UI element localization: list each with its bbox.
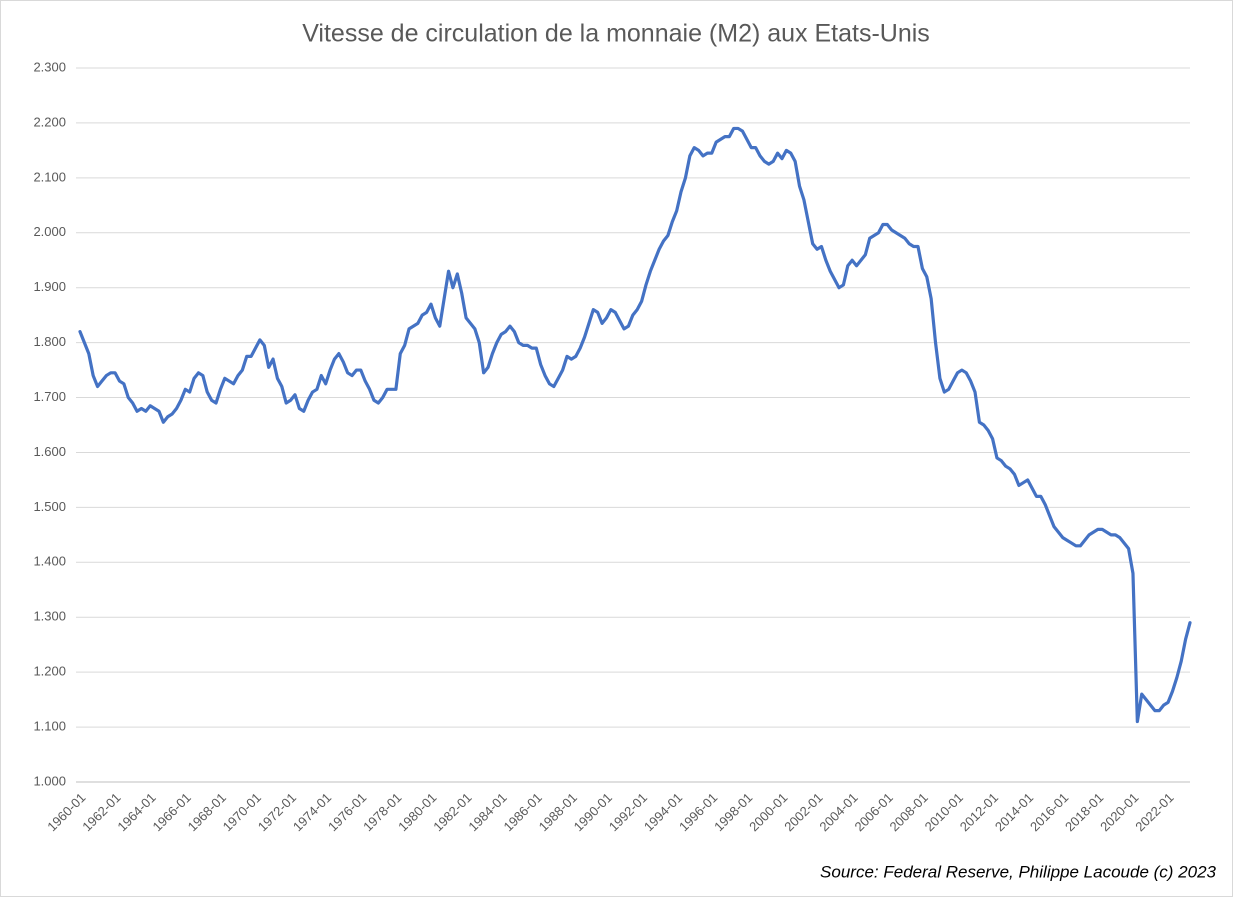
y-tick-label: 1.000 — [33, 773, 66, 788]
y-tick-label: 1.900 — [33, 279, 66, 294]
y-tick-label: 1.500 — [33, 499, 66, 514]
y-tick-label: 1.600 — [33, 444, 66, 459]
y-tick-label: 1.400 — [33, 554, 66, 569]
y-tick-label: 2.000 — [33, 224, 66, 239]
y-tick-label: 2.200 — [33, 114, 66, 129]
y-tick-label: 1.100 — [33, 719, 66, 734]
y-tick-label: 1.200 — [33, 664, 66, 679]
source-note: Source: Federal Reserve, Philippe Lacoud… — [820, 862, 1216, 881]
y-tick-label: 1.700 — [33, 389, 66, 404]
chart-title: Vitesse de circulation de la monnaie (M2… — [302, 20, 930, 48]
y-tick-label: 1.800 — [33, 334, 66, 349]
y-tick-label: 1.300 — [33, 609, 66, 624]
y-tick-label: 2.100 — [33, 169, 66, 184]
y-tick-label: 2.300 — [33, 59, 66, 74]
data-line — [78, 126, 1192, 724]
